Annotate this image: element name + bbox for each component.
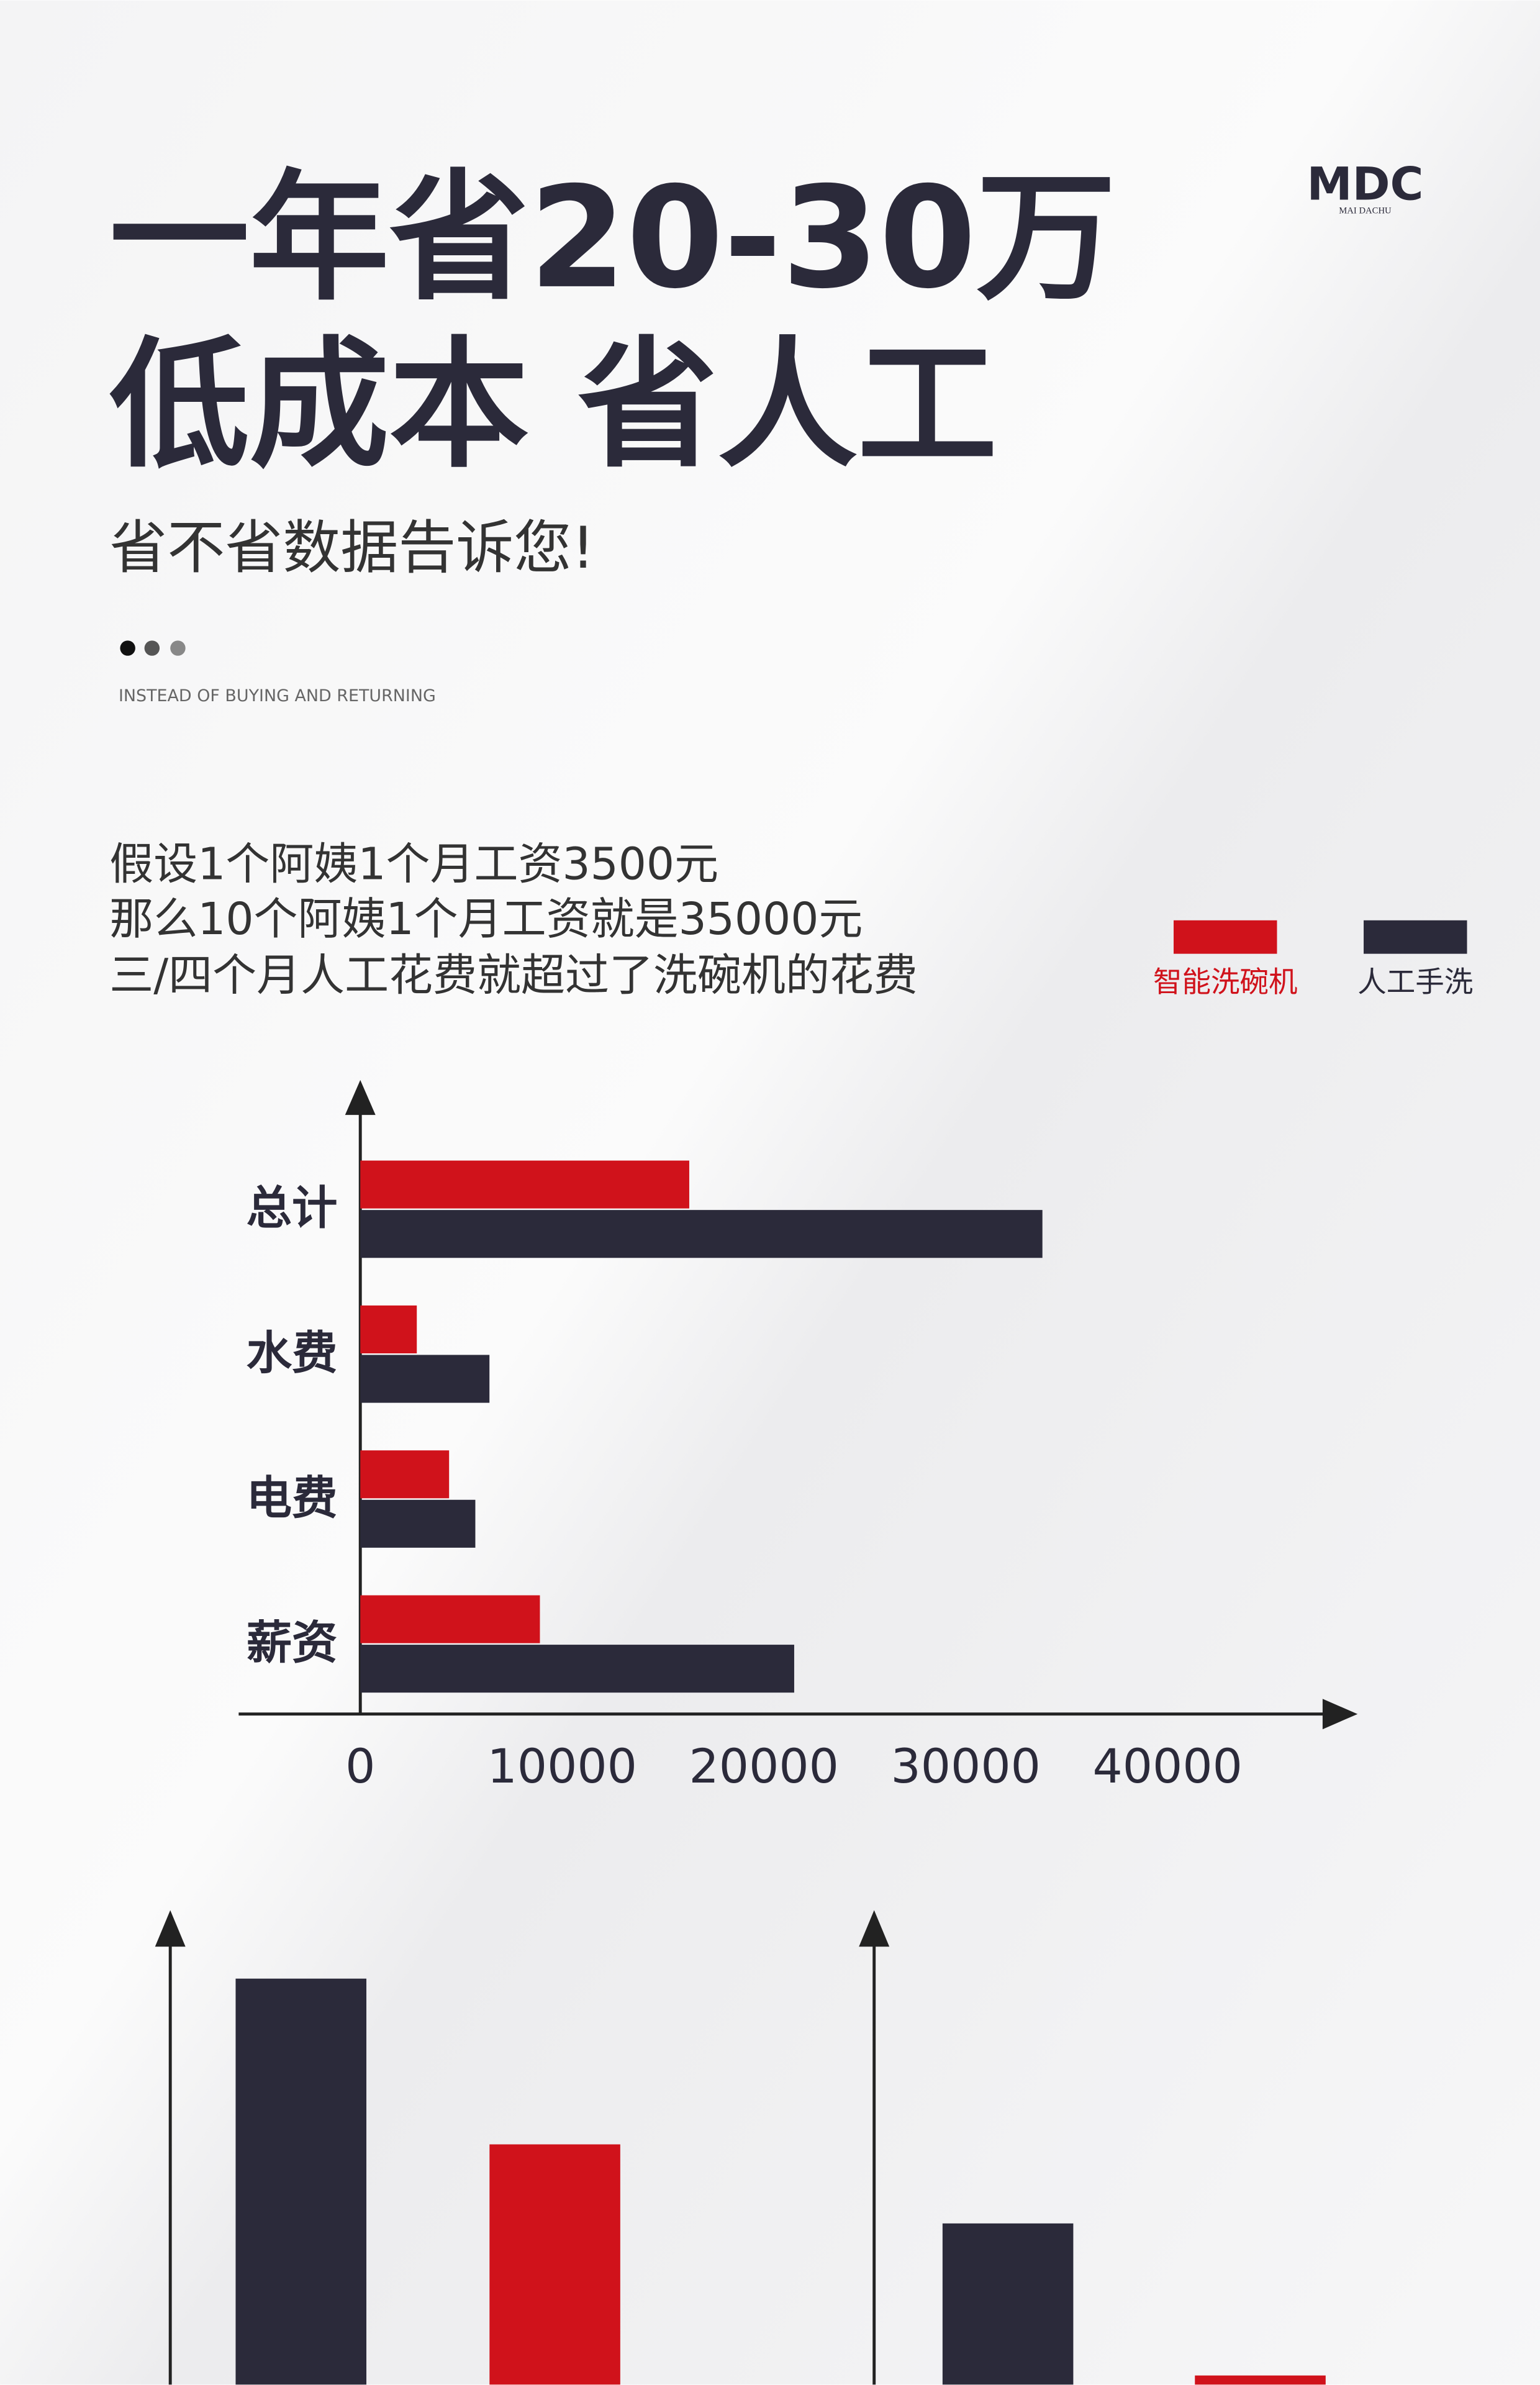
arrow [345,1079,376,1115]
bar [1195,2375,1326,2385]
bar [360,1450,450,1499]
x-tick-label: 30000 [891,1739,1041,1794]
x-tick-label: 20000 [689,1739,839,1794]
title: 一年省20-30万 [109,157,1116,320]
subtitle: 省不省数据告诉您! [109,514,594,581]
bar [360,1355,490,1403]
legend-swatch [1364,920,1467,954]
legend-label: 人工手洗 [1357,965,1473,999]
note: 假设1个阿姨1个月工资3500元 [109,838,718,890]
dot [144,640,160,656]
x-tick-label: 10000 [487,1739,637,1794]
arrow [859,1910,890,1947]
bar [235,1978,367,2385]
logo: MDC [1307,158,1423,211]
dot [170,640,186,656]
bar [360,1499,476,1548]
arrow [1322,1699,1358,1730]
x-tick-label: 0 [345,1739,375,1794]
bar [360,1305,417,1354]
y-tick-label: 薪资 [247,1617,338,1670]
dot [120,640,135,656]
legend-swatch [1173,920,1277,954]
bar [942,2223,1074,2385]
y-tick-label: 水费 [247,1327,338,1379]
x-tick-label: 40000 [1093,1739,1243,1794]
arrow [155,1910,186,1947]
legend-label: 智能洗碗机 [1153,965,1298,999]
note: 三/四个月人工花费就超过了洗碗机的花费 [109,949,918,1001]
y-tick-label: 电费 [247,1472,338,1525]
tagline: INSTEAD OF BUYING AND RETURNING [119,686,436,706]
bar [489,2144,620,2385]
bar [360,1595,540,1643]
logo-sub: MAI DACHU [1339,206,1392,216]
note: 那么10个阿姨1个月工资就是35000元 [109,893,863,945]
bar [360,1210,1043,1258]
bar [360,1160,689,1209]
bar [360,1645,794,1693]
title: 低成本 省人工 [109,324,997,487]
y-tick-label: 总计 [247,1182,338,1235]
